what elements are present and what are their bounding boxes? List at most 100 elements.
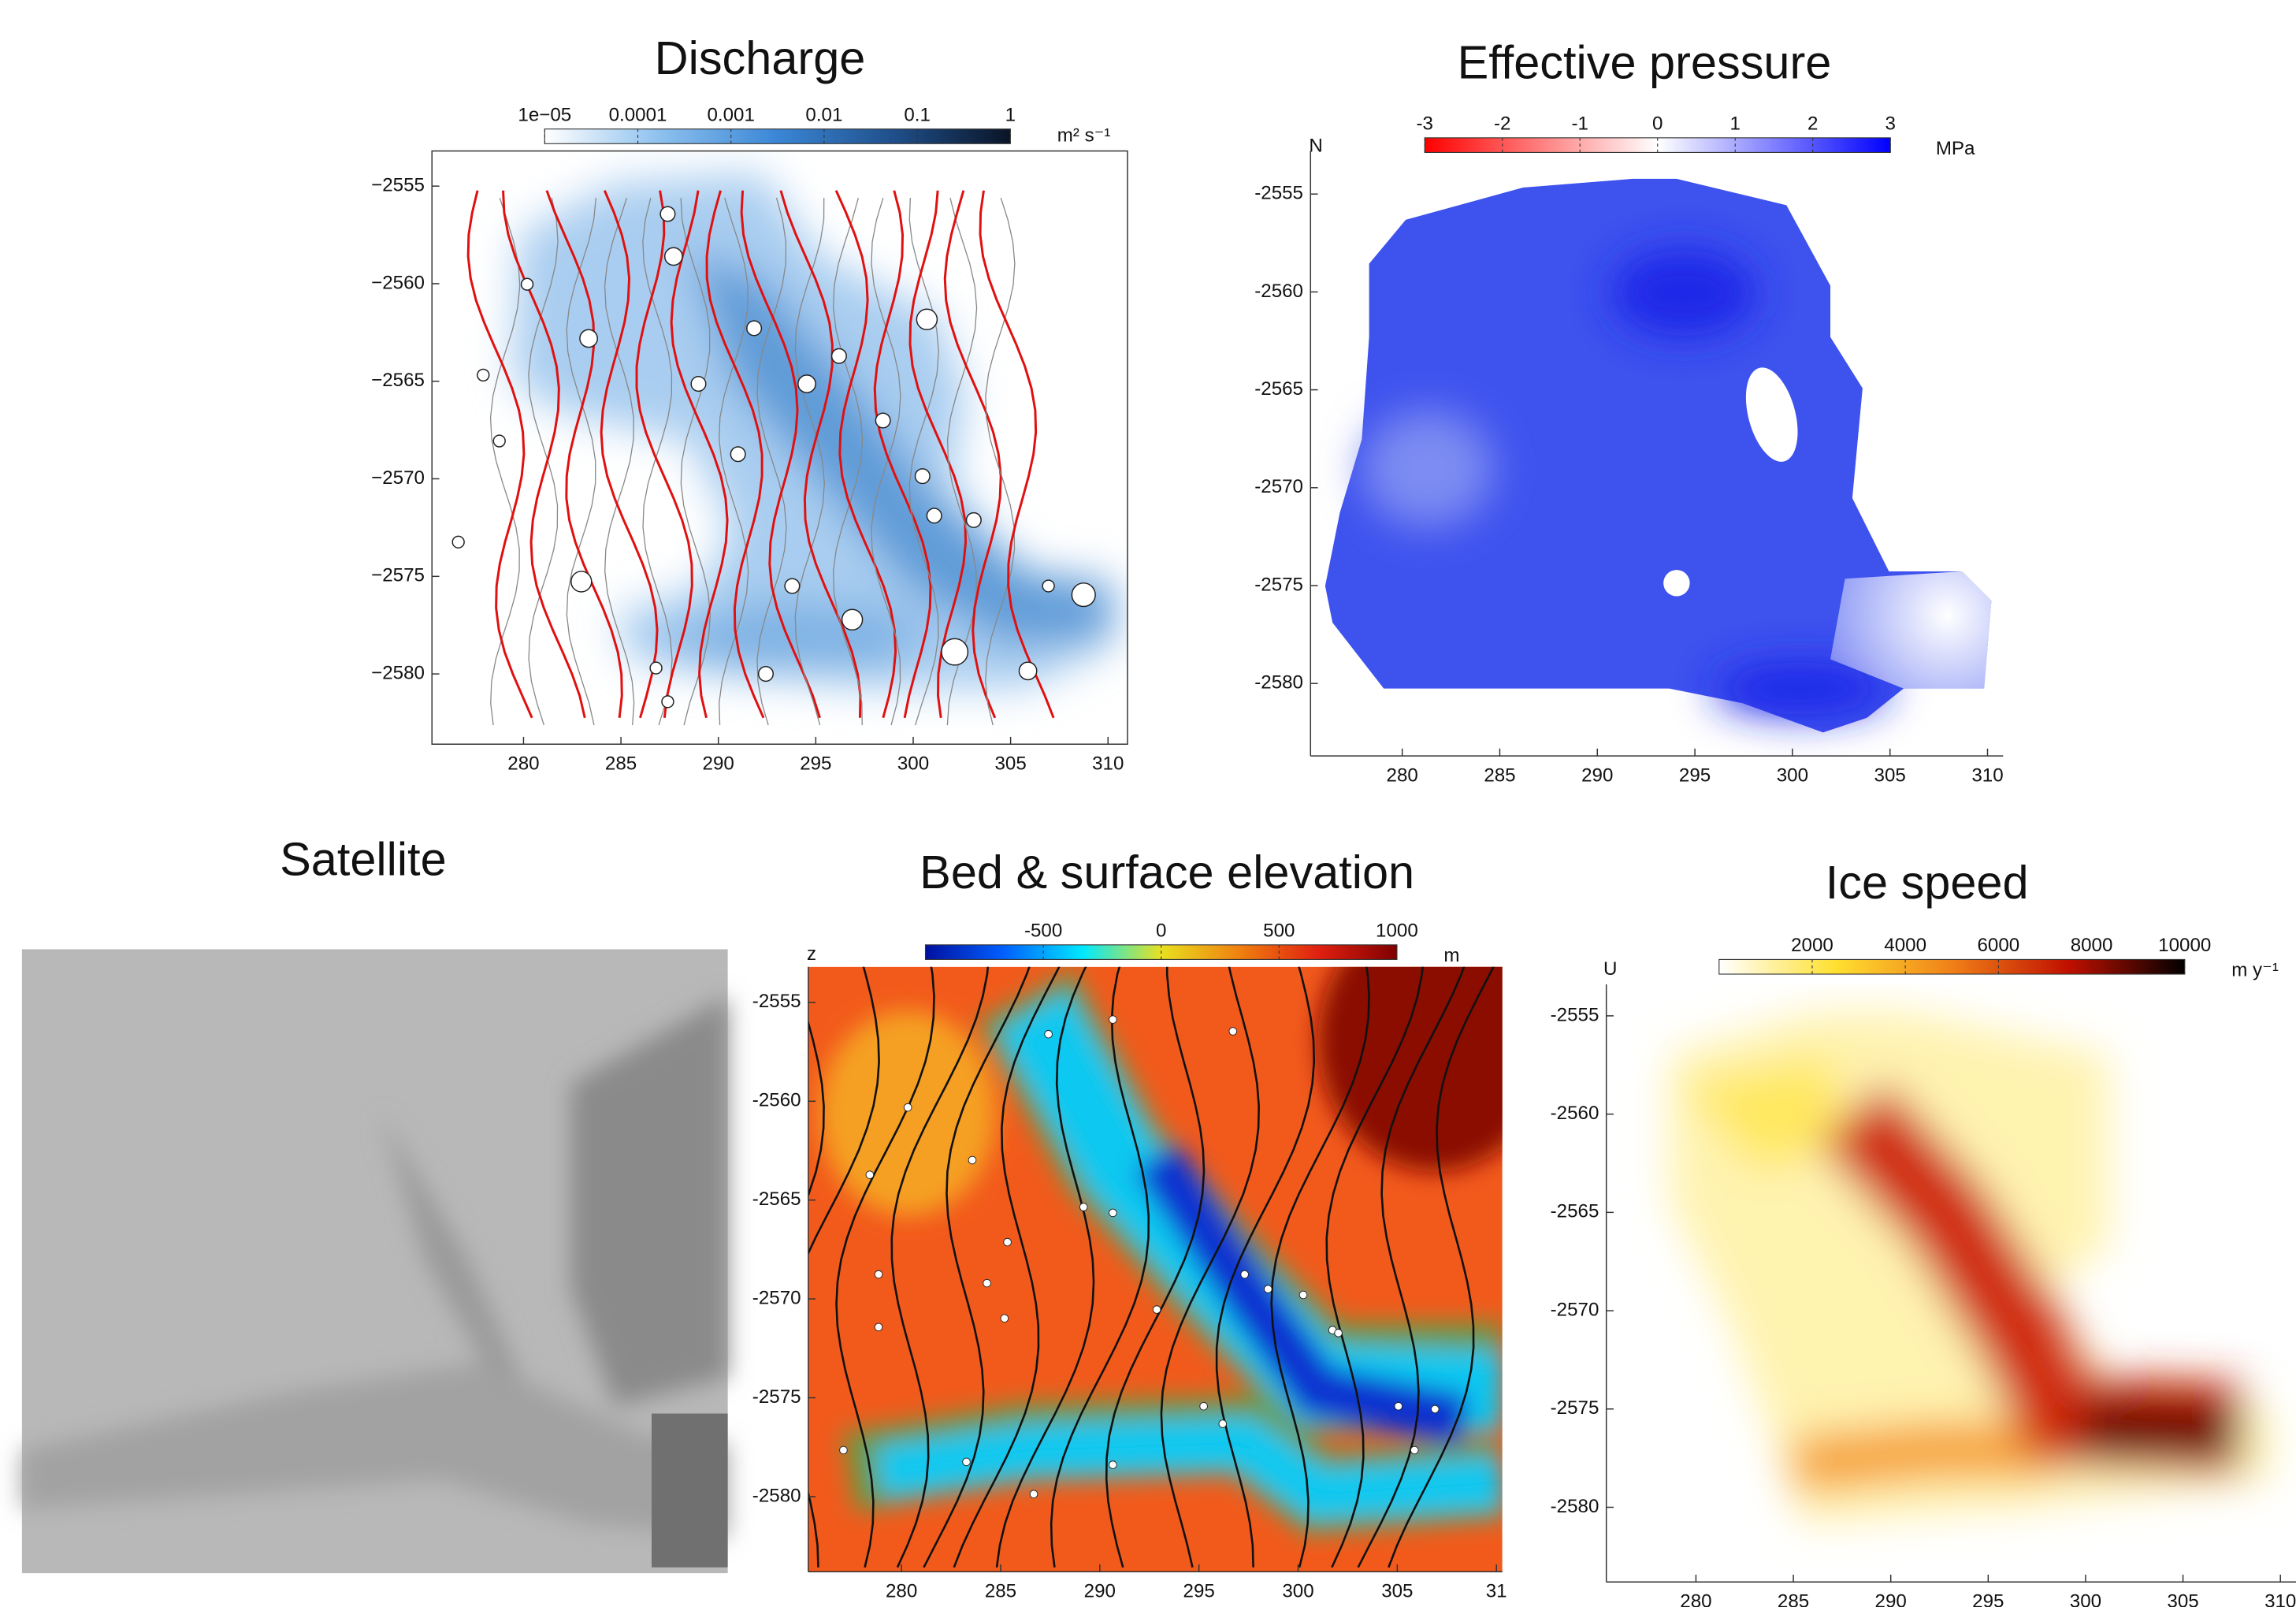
station	[904, 1103, 912, 1111]
station	[730, 447, 745, 462]
station	[1299, 1291, 1307, 1299]
x-tick-label: 300	[1282, 1581, 1313, 1602]
corner-label: U	[1603, 958, 1617, 980]
station	[942, 638, 968, 664]
colorbar-tick-label: 0.001	[708, 104, 755, 125]
y-tick-label: −2570	[371, 467, 425, 489]
station	[691, 377, 706, 392]
station	[1001, 1315, 1009, 1322]
panel-title: Satellite	[280, 832, 447, 885]
y-tick-label: -2555	[1254, 183, 1303, 204]
colorbar-tick-label: 500	[1263, 920, 1295, 941]
y-tick-label: -2580	[1551, 1496, 1599, 1517]
x-tick-label: 280	[507, 753, 539, 775]
x-tick-label: 305	[1874, 764, 1906, 786]
station	[1019, 662, 1036, 679]
y-tick-label: -2560	[752, 1090, 801, 1111]
x-tick-label: 295	[800, 753, 831, 775]
x-tick-label: 290	[1084, 1581, 1116, 1602]
y-tick-label: -2575	[1254, 574, 1303, 595]
shade	[652, 1414, 728, 1568]
station	[1042, 580, 1054, 592]
station	[662, 696, 674, 708]
station	[875, 1323, 882, 1331]
y-tick-label: -2555	[1551, 1004, 1599, 1025]
station	[875, 1270, 882, 1278]
colorbar-tick-label: -1	[1571, 113, 1588, 134]
discharge-field	[452, 173, 1113, 725]
station	[798, 375, 815, 392]
station	[650, 662, 662, 674]
y-tick-label: -2580	[1254, 672, 1303, 694]
station	[477, 369, 489, 381]
station	[759, 667, 774, 682]
x-tick-label: 290	[1875, 1591, 1907, 1607]
y-tick-label: −2560	[371, 272, 425, 293]
station	[1045, 1030, 1053, 1038]
station	[832, 348, 847, 363]
station	[580, 329, 597, 347]
x-tick-label: 285	[1778, 1591, 1809, 1607]
station	[1431, 1405, 1439, 1413]
x-tick-label: 305	[1381, 1581, 1413, 1602]
y-tick-label: -2570	[1254, 476, 1303, 497]
station	[875, 413, 890, 428]
colorbar-tick-label: -500	[1024, 920, 1062, 941]
station	[747, 321, 762, 336]
shade	[1611, 249, 1757, 337]
station	[1410, 1446, 1418, 1454]
x-tick-label: 285	[985, 1581, 1016, 1602]
colorbar-tick-label: 0	[1156, 920, 1166, 941]
x-tick-label: 280	[1680, 1591, 1711, 1607]
colorbar-tick-label: 4000	[1884, 935, 1926, 956]
station	[493, 435, 505, 447]
colorbar-tick-label: 1000	[1376, 920, 1418, 941]
panel-title: Bed & surface elevation	[920, 846, 1414, 898]
x-tick-label: 285	[1484, 764, 1515, 786]
station	[571, 571, 592, 592]
station	[1395, 1402, 1402, 1410]
colorbar	[1719, 959, 2185, 974]
colorbar-tick-label: -3	[1417, 113, 1433, 134]
station	[452, 536, 464, 548]
colorbar-tick-label: 6000	[1978, 935, 2020, 956]
x-tick-label: 305	[994, 753, 1026, 775]
y-tick-label: −2575	[371, 565, 425, 586]
bed-field	[726, 908, 1552, 1572]
y-tick-label: −2555	[371, 175, 425, 196]
station	[916, 469, 931, 484]
y-tick-label: -2555	[752, 991, 801, 1012]
x-tick-label: 310	[2264, 1591, 2296, 1607]
y-tick-label: -2565	[1551, 1201, 1599, 1222]
station	[968, 1156, 976, 1164]
station	[1072, 583, 1095, 607]
station	[916, 309, 937, 329]
x-tick-label: 305	[2167, 1591, 2198, 1607]
x-tick-label: 290	[703, 753, 734, 775]
station	[1109, 1016, 1117, 1024]
x-tick-label: 300	[1777, 764, 1808, 786]
y-tick-label: -2565	[1254, 378, 1303, 400]
y-tick-label: -2580	[752, 1485, 801, 1506]
colorbar-tick-label: 0.1	[904, 104, 931, 125]
x-tick-label: 290	[1581, 764, 1613, 786]
y-tick-label: -2575	[752, 1386, 801, 1408]
shade	[2079, 1428, 2240, 1433]
y-tick-label: −2565	[371, 370, 425, 391]
colorbar-unit: m	[1443, 945, 1459, 966]
station	[1241, 1270, 1249, 1278]
station	[660, 206, 675, 221]
x-tick-label: 295	[1183, 1581, 1215, 1602]
station	[1004, 1238, 1012, 1246]
station	[1153, 1306, 1161, 1314]
colorbar-tick-label: 1	[1005, 104, 1016, 125]
y-tick-label: -2570	[1551, 1299, 1599, 1320]
panel-title: Discharge	[655, 32, 866, 84]
x-tick-label: 280	[1387, 764, 1418, 786]
x-tick-label: 295	[1972, 1591, 2004, 1607]
station	[842, 609, 863, 630]
station	[983, 1279, 991, 1287]
colorbar-tick-label: 8000	[2071, 935, 2113, 956]
station	[866, 1171, 874, 1179]
colorbar-tick-label: 1	[1730, 113, 1741, 134]
